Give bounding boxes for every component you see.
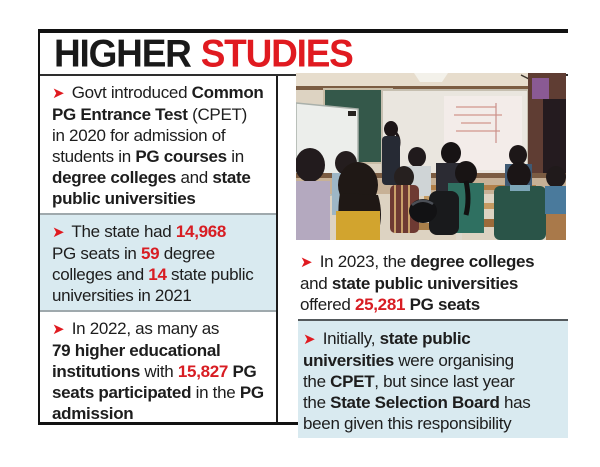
fact-bullet-2022-institutions: ➤ In 2022, as many as 79 higher education… <box>40 312 276 428</box>
text-segment: universities <box>303 351 394 370</box>
text-segment: the <box>303 372 331 391</box>
fact-bullet-selection-board: ➤ Initially, state public universities we… <box>298 321 568 438</box>
text-segment: , but since last year <box>374 372 515 391</box>
title-bar: HIGHER STUDIES <box>40 33 568 76</box>
text-segment: 25,281 <box>354 295 406 314</box>
text-segment: with <box>140 362 178 381</box>
students-figures <box>296 142 566 240</box>
text-segment: 59 <box>141 244 160 263</box>
text-segment: in <box>226 147 244 166</box>
text-segment: CPET <box>330 372 375 391</box>
bullet-arrow-icon: ➤ <box>52 321 65 338</box>
title-black-part: HIGHER <box>54 33 192 76</box>
left-column: ➤ Govt introduced Common PG Entrance Test… <box>40 76 278 423</box>
text-segment: has <box>499 393 531 412</box>
text-segment: 14 <box>148 265 167 284</box>
text-segment: offered <box>300 295 355 314</box>
text-segment: in the <box>191 383 240 402</box>
text-segment: PG <box>239 383 264 402</box>
text-segment: In 2022, as many as <box>67 319 220 338</box>
text-segment: degree colleges <box>410 252 535 271</box>
bullet-arrow-icon: ➤ <box>52 85 65 102</box>
text-segment: 79 higher educational <box>52 341 221 360</box>
text-segment: State Selection Board <box>330 393 500 412</box>
text-segment: PG <box>228 362 257 381</box>
text-segment: public universities <box>52 189 196 208</box>
text-segment: Common <box>191 83 264 102</box>
side-wall-cabinet <box>528 73 566 188</box>
text-segment: (CPET) <box>187 105 247 124</box>
title-red-part: STUDIES <box>200 33 354 76</box>
text-segment: been given this responsibility <box>303 414 512 433</box>
text-segment: were organising <box>393 351 514 370</box>
text-segment: the <box>303 393 331 412</box>
bullet-arrow-icon: ➤ <box>300 254 313 271</box>
fact-bullet-2021-seats: ➤ The state had 14,968 PG seats in 59 deg… <box>40 215 276 310</box>
text-segment: degree colleges <box>52 168 177 187</box>
projector-screen-shape <box>381 89 529 177</box>
fact-bullet-2023-seats: ➤ In 2023, the degree colleges and state … <box>278 244 568 319</box>
text-segment: 14,968 <box>175 222 227 241</box>
text-segment: degree <box>159 244 215 263</box>
classroom-photo <box>296 73 566 240</box>
text-segment: The state had <box>67 222 176 241</box>
bullet-arrow-icon: ➤ <box>52 224 65 241</box>
text-segment: and <box>300 274 332 293</box>
text-segment: state <box>212 168 251 187</box>
page-title: HIGHER STUDIES <box>54 33 354 76</box>
text-segment: Initially, <box>318 329 380 348</box>
text-segment: PG seats <box>405 295 481 314</box>
text-segment: PG seats in <box>52 244 141 263</box>
text-segment: colleges and <box>52 265 149 284</box>
text-segment: admission <box>52 404 134 423</box>
classroom-photo-illustration <box>296 73 566 240</box>
text-segment: and <box>176 168 213 187</box>
highlighted-note-block: ➤ Initially, state public universities we… <box>298 319 568 438</box>
text-segment: PG Entrance Test <box>52 105 188 124</box>
text-segment: students in <box>52 147 136 166</box>
content-area: ➤ Govt introduced Common PG Entrance Test… <box>40 73 568 438</box>
text-segment: institutions <box>52 362 140 381</box>
text-segment: universities in 2021 <box>52 286 192 305</box>
text-segment: state public <box>166 265 254 284</box>
bullet-arrow-icon: ➤ <box>303 331 316 348</box>
divider-line <box>40 213 276 215</box>
infographic-panel: HIGHER STUDIES ➤ Govt introduced Common PG… <box>38 29 568 438</box>
fact-bullet-cpet-intro: ➤ Govt introduced Common PG Entrance Test… <box>40 76 276 213</box>
text-segment: In 2023, the <box>315 252 411 271</box>
text-segment: state public <box>379 329 471 348</box>
text-segment: in 2020 for admission of <box>52 126 226 145</box>
text-segment: state public universities <box>331 274 519 293</box>
text-segment: seats participated <box>52 383 192 402</box>
text-segment: 15,827 <box>177 362 229 381</box>
text-segment: PG courses <box>135 147 227 166</box>
divider-line <box>40 310 276 312</box>
right-column: ➤ In 2023, the degree colleges and state … <box>278 73 568 438</box>
text-segment: Govt introduced <box>67 83 192 102</box>
